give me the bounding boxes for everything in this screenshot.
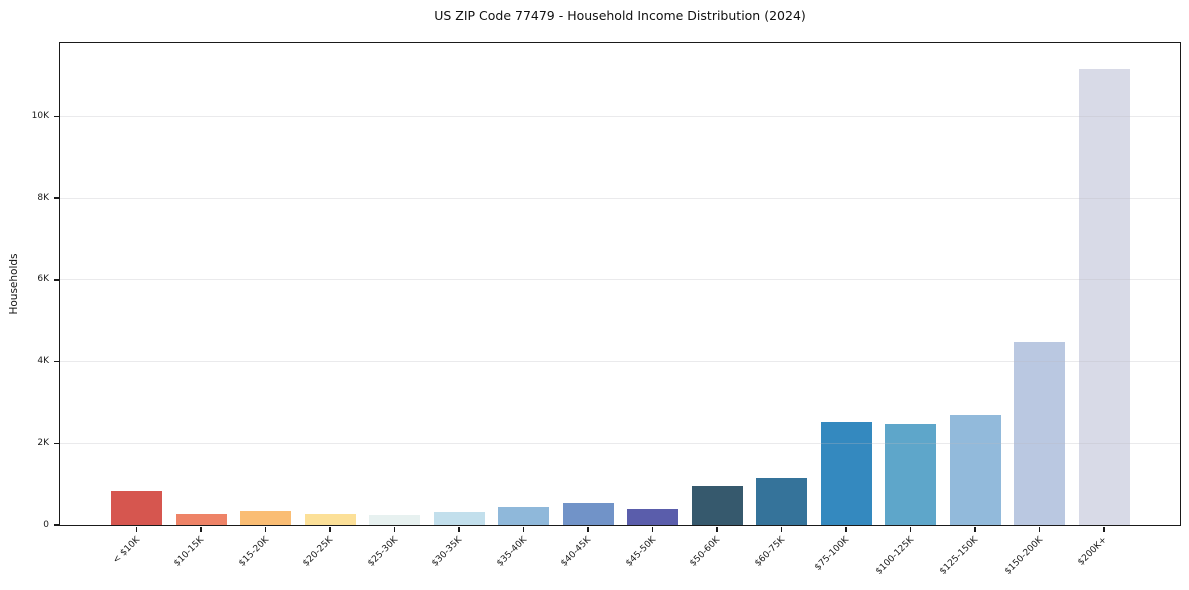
y-tick-mark bbox=[54, 115, 59, 118]
bar-45-50k bbox=[627, 508, 679, 525]
gridline-8K bbox=[60, 197, 1180, 199]
x-tick-mark bbox=[974, 527, 976, 532]
x-tick-mark bbox=[264, 527, 267, 532]
gridline-2K bbox=[60, 442, 1180, 444]
bar-10-15k bbox=[175, 513, 227, 525]
x-tick-mark bbox=[909, 527, 912, 532]
y-tick-mark bbox=[54, 524, 59, 526]
gridline-6K bbox=[60, 279, 1180, 281]
y-tick-label: 6K bbox=[37, 274, 49, 285]
y-tick-mark bbox=[54, 279, 59, 281]
y-tick-mark bbox=[54, 360, 59, 363]
bar-125-150k bbox=[949, 414, 1001, 525]
x-tick-mark bbox=[393, 527, 396, 532]
y-tick-label: 0 bbox=[43, 519, 49, 530]
bar-60-75k bbox=[756, 478, 808, 525]
y-tick-label: 4K bbox=[37, 356, 49, 367]
bar-150-200k bbox=[1014, 342, 1066, 525]
y-tick-label: 8K bbox=[37, 192, 49, 203]
x-tick-mark bbox=[200, 527, 202, 532]
gridline-10K bbox=[60, 116, 1180, 118]
bar-50-60k bbox=[691, 486, 743, 525]
bar-10k bbox=[111, 491, 163, 525]
bar-75-100k bbox=[820, 422, 872, 525]
bar-100-125k bbox=[885, 423, 937, 525]
x-tick-mark bbox=[651, 527, 654, 532]
bar-30-35k bbox=[433, 512, 485, 525]
bar-35-40k bbox=[498, 507, 550, 525]
bar-25-30k bbox=[369, 514, 421, 525]
x-tick-mark bbox=[522, 527, 525, 532]
y-tick-mark bbox=[54, 442, 59, 445]
x-tick-mark bbox=[780, 527, 783, 532]
x-tick-mark bbox=[135, 527, 138, 532]
plot-area: 0 2K 4K 6K 8K 10K < $10K $10-15K $15-20K $20-25K $… bbox=[32, 42, 1181, 577]
x-tick-label: < $10K bbox=[110, 535, 142, 566]
x-tick-mark bbox=[845, 527, 847, 532]
x-tick-mark bbox=[1038, 527, 1041, 532]
bar-200k bbox=[1078, 68, 1130, 525]
y-tick-label: 2K bbox=[37, 437, 49, 448]
x-tick-mark bbox=[716, 527, 718, 532]
bar-40-45k bbox=[562, 502, 614, 525]
y-tick-label: 10K bbox=[31, 111, 49, 122]
y-tick-mark bbox=[54, 197, 59, 199]
x-tick-mark bbox=[329, 527, 331, 532]
x-tick-mark bbox=[587, 527, 589, 532]
x-tick-mark bbox=[458, 527, 460, 532]
bar-20-25k bbox=[304, 513, 356, 525]
x-tick-mark bbox=[1103, 527, 1105, 532]
gridline-4K bbox=[60, 361, 1180, 363]
chart-title: US ZIP Code 77479 - Household Income Dis… bbox=[434, 8, 806, 23]
bar-15-20k bbox=[240, 510, 292, 525]
